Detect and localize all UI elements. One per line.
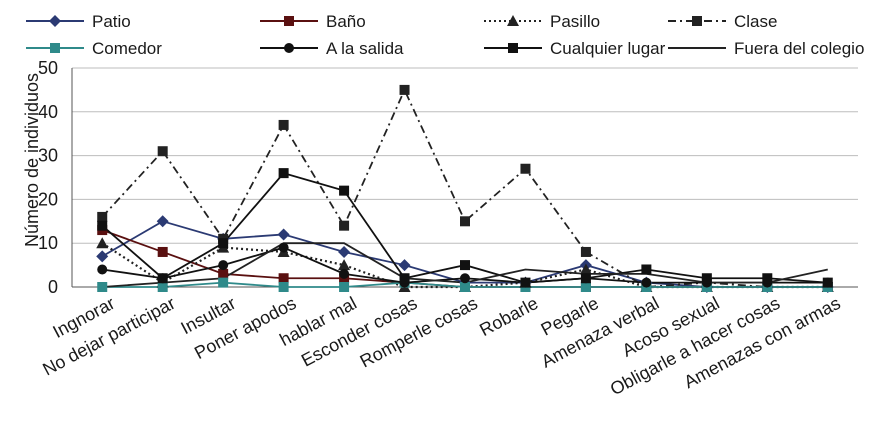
data-point-patio (398, 259, 411, 272)
data-point-cualquier-lugar (520, 277, 531, 288)
data-point-cualquier-lugar (399, 273, 410, 284)
legend-label: A la salida (326, 39, 404, 58)
y-axis-title: Número de individuos (22, 73, 42, 247)
series-lines (101, 87, 828, 289)
data-point-patio (156, 215, 169, 228)
data-point-comedor (157, 282, 168, 292)
legend-label: Baño (326, 12, 366, 31)
x-tick-label: Robarle (476, 293, 541, 340)
y-tick-label: 0 (48, 277, 58, 297)
data-point-clase (278, 119, 289, 130)
legend-swatch-marker (284, 16, 294, 26)
data-point-cualquier-lugar (762, 273, 773, 284)
data-point-bano (218, 268, 229, 279)
data-point-pasillo (579, 263, 592, 275)
legend-swatch-marker (508, 43, 518, 53)
data-point-patio (96, 250, 109, 263)
legend-label: Cualquier lugar (550, 39, 666, 58)
data-point-comedor (339, 282, 350, 292)
data-point-clase (460, 216, 470, 227)
data-point-a-la-salida (97, 264, 108, 275)
legend-item-comedor: Comedor (26, 39, 162, 58)
data-point-a-la-salida (339, 268, 350, 279)
data-point-pasillo (96, 237, 109, 249)
data-point-patio (277, 228, 290, 241)
legend-item-a-la-salida: A la salida (260, 39, 404, 58)
y-tick-label: 50 (38, 58, 58, 78)
gridlines (72, 67, 858, 244)
legend-label: Patio (92, 12, 131, 31)
data-point-clase (339, 220, 350, 231)
data-point-pasillo (338, 259, 351, 271)
data-point-clase (580, 246, 591, 257)
legend-item-pasillo: Pasillo (484, 12, 600, 31)
data-point-comedor (580, 282, 591, 292)
series-line-clase (101, 87, 828, 288)
y-tick-label: 10 (38, 233, 58, 253)
data-point-a-la-salida (278, 242, 289, 253)
legend-label: Fuera del colegio (734, 39, 864, 58)
data-point-cualquier-lugar (822, 277, 833, 288)
series-markers (96, 84, 834, 293)
legend-item-bano: Baño (260, 12, 366, 31)
data-point-comedor (97, 282, 108, 292)
data-point-comedor (278, 282, 289, 292)
data-point-cualquier-lugar (157, 273, 168, 284)
data-point-comedor (460, 282, 470, 292)
data-point-cualquier-lugar (218, 238, 229, 249)
y-tick-label: 40 (38, 102, 58, 122)
data-point-clase (157, 146, 168, 157)
data-point-clase (97, 211, 108, 222)
data-point-cualquier-lugar (97, 220, 108, 231)
y-tick-labels: 0 10 20 30 40 50 (38, 58, 58, 297)
y-tick-label: 30 (38, 146, 58, 166)
y-tick-label: 20 (38, 189, 58, 209)
data-point-cualquier-lugar (460, 260, 470, 271)
legend-swatch-marker (507, 15, 519, 26)
data-point-cualquier-lugar (339, 185, 350, 196)
data-point-cualquier-lugar (278, 168, 289, 179)
legend-label: Comedor (92, 39, 162, 58)
data-point-a-la-salida (641, 277, 652, 288)
legend-swatch-marker (284, 43, 294, 53)
legend-swatch-marker (50, 43, 60, 53)
data-point-cualquier-lugar (641, 264, 652, 275)
data-point-a-la-salida (218, 260, 229, 271)
legend-item-clase: Clase (668, 12, 777, 31)
axes (71, 68, 858, 288)
data-point-patio (338, 245, 351, 258)
legend-swatch-marker (692, 16, 702, 26)
data-point-a-la-salida (460, 273, 470, 284)
legend-item-patio: Patio (26, 12, 131, 31)
data-point-clase (399, 84, 410, 95)
data-point-bano (278, 273, 289, 284)
legend-swatch-marker (49, 15, 61, 27)
data-point-comedor (218, 277, 229, 288)
data-point-clase (520, 163, 531, 174)
legend: Patio Baño Pasillo Clase Comedor A la salida C… (26, 12, 864, 58)
legend-item-cualquier-lugar: Cualquier lugar (484, 39, 666, 58)
legend-label: Clase (734, 12, 777, 31)
data-point-cualquier-lugar (701, 273, 712, 284)
legend-item-fuera-del-colegio: Fuera del colegio (668, 39, 864, 58)
data-point-bano (157, 246, 168, 257)
data-point-cualquier-lugar (580, 273, 591, 284)
legend-label: Pasillo (550, 12, 600, 31)
